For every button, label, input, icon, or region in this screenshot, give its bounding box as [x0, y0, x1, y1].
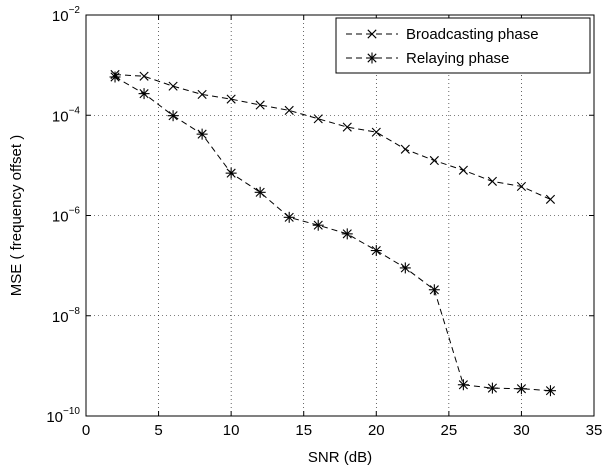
marker-stroke: [545, 194, 556, 204]
marker-stroke: [516, 181, 527, 192]
data-point: [429, 155, 439, 166]
data-point: [283, 211, 295, 223]
y-tick-label: 10−6: [52, 206, 81, 226]
marker-stroke: [313, 114, 323, 124]
x-axis-label: SNR (dB): [308, 449, 372, 466]
legend-item: Relaying phase: [346, 50, 509, 67]
legend-marker: [367, 29, 377, 39]
x-tick-label: 20: [368, 422, 385, 439]
data-point: [457, 379, 469, 391]
data-point: [371, 127, 381, 137]
y-tick-label: 10−4: [52, 105, 81, 125]
data-point: [544, 385, 556, 397]
legend-box: [335, 17, 591, 74]
series-line: [114, 74, 551, 200]
x-tick-label: 25: [441, 422, 458, 439]
data-point: [399, 262, 411, 274]
legend: Broadcasting phase Relaying phase: [335, 17, 591, 74]
data-point: [312, 219, 324, 231]
marker-stroke: [197, 89, 207, 100]
marker-stroke: [226, 94, 236, 104]
data-point: [284, 105, 294, 115]
marker-stroke: [487, 176, 497, 186]
data-point: [486, 382, 498, 394]
data-point: [226, 94, 236, 104]
marker-stroke: [139, 71, 149, 81]
marker-stroke: [429, 155, 439, 166]
x-tick-label: 10: [223, 422, 240, 439]
y-tick-label: 10−10: [46, 406, 80, 426]
marker-stroke: [342, 122, 352, 132]
data-point: [197, 89, 207, 100]
legend-label: Relaying phase: [406, 50, 509, 67]
data-point: [313, 114, 323, 124]
axis-ticks: 0 5 10 15 20 25 30 35 10−10 10−8 10−6 10−4 10−2: [46, 5, 602, 439]
data-point: [400, 144, 410, 154]
y-tick-label: 10−8: [52, 306, 81, 326]
data-point: [254, 186, 266, 198]
x-tick-label: 15: [295, 422, 312, 439]
legend-item: Broadcasting phase: [346, 26, 539, 43]
marker-stroke: [284, 105, 294, 115]
data-point: [342, 122, 352, 132]
marker-stroke: [371, 127, 381, 137]
data-point: [515, 383, 527, 395]
data-point: [255, 100, 265, 110]
data-point: [487, 176, 497, 186]
data-point: [109, 71, 121, 83]
x-tick-label: 30: [513, 422, 530, 439]
data-point: [138, 88, 150, 100]
legend-items: Broadcasting phase Relaying phase: [346, 26, 539, 67]
data-point: [167, 110, 179, 122]
data-point: [139, 71, 149, 81]
series-line: [114, 76, 551, 392]
series-broadcasting-phase: [110, 69, 556, 204]
series-layer: [109, 69, 556, 397]
legend-marker: [366, 52, 378, 64]
marker-stroke: [367, 29, 377, 39]
data-point: [428, 284, 440, 296]
marker-stroke: [458, 165, 468, 175]
data-point: [196, 128, 208, 140]
data-point: [341, 228, 353, 240]
y-axis-label: MSE ( frequency offset ): [8, 135, 25, 296]
data-point: [545, 194, 556, 204]
marker-stroke: [400, 144, 410, 154]
data-point: [168, 81, 178, 91]
data-point: [516, 181, 527, 192]
legend-label: Broadcasting phase: [406, 26, 539, 43]
x-tick-label: 0: [82, 422, 90, 439]
marker-stroke: [255, 100, 265, 110]
x-tick-label: 5: [154, 422, 162, 439]
data-point: [458, 165, 468, 175]
y-tick-label: 10−2: [52, 5, 81, 25]
series-relaying-phase: [109, 71, 556, 397]
data-point: [225, 167, 237, 179]
marker-stroke: [168, 81, 178, 91]
data-point: [370, 245, 382, 257]
x-tick-label: 35: [586, 422, 603, 439]
